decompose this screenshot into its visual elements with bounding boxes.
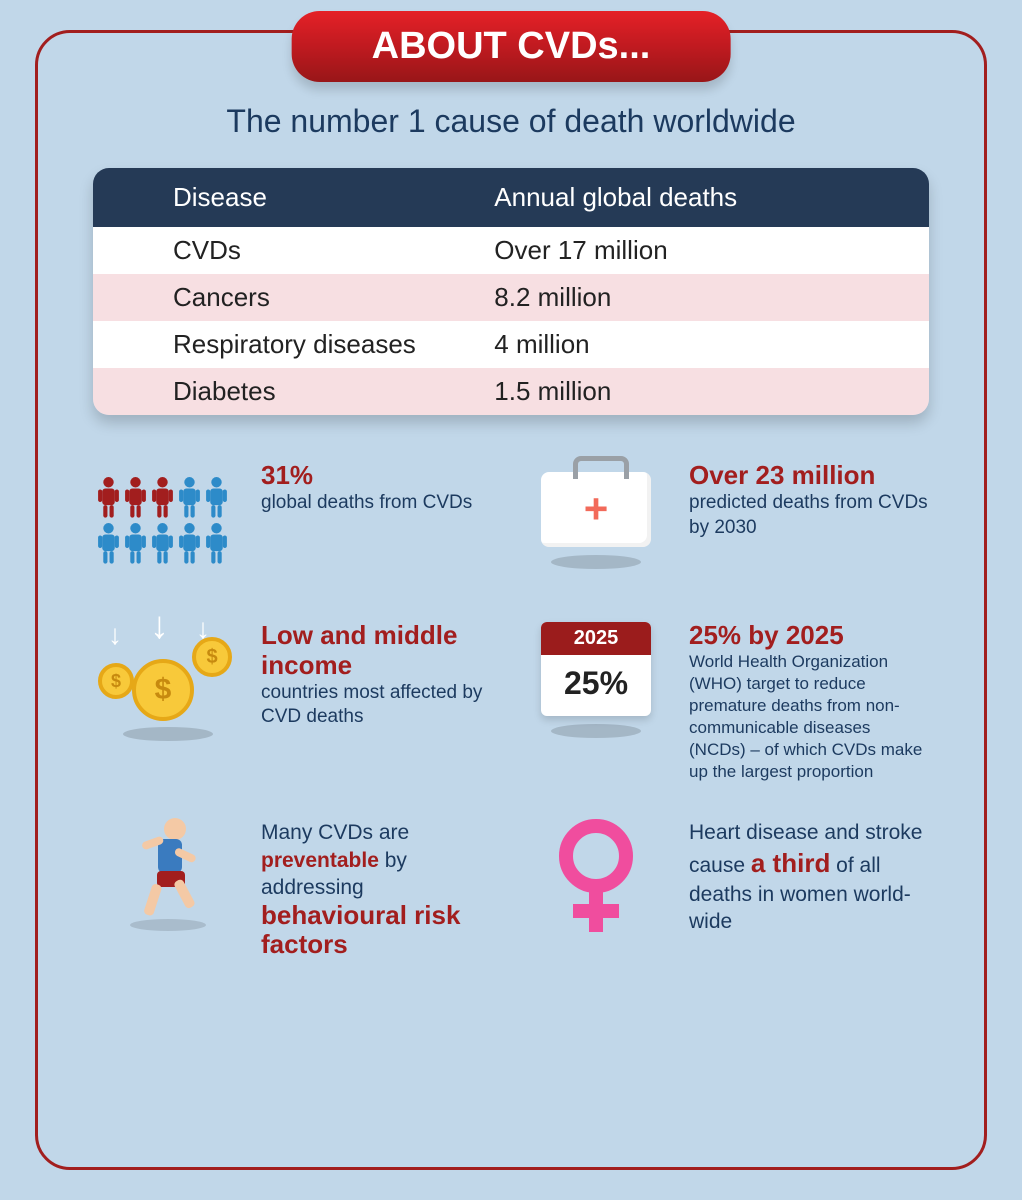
- title-text: ABOUT CVDs...: [372, 25, 651, 67]
- facts-grid: 31% global deaths from CVDs + Over 23 mi…: [38, 455, 984, 959]
- calendar-icon: 2025 25%: [521, 615, 671, 745]
- title-pill: ABOUT CVDs...: [292, 11, 731, 82]
- calendar-year: 2025: [541, 622, 651, 655]
- person-icon: [204, 522, 229, 564]
- fact-headline: 31%: [261, 461, 501, 491]
- subtitle: The number 1 cause of death worldwide: [38, 103, 984, 140]
- table-header: Disease Annual global deaths: [93, 168, 929, 227]
- runner-icon: [93, 813, 243, 933]
- deaths-table: Disease Annual global deaths CVDs Over 1…: [93, 168, 929, 415]
- main-panel: ABOUT CVDs... The number 1 cause of deat…: [35, 30, 987, 1170]
- table-row: Respiratory diseases 4 million: [93, 321, 929, 368]
- fact-headline: 25% by 2025: [689, 621, 929, 651]
- col-disease: Disease: [93, 182, 494, 213]
- table-row: Diabetes 1.5 million: [93, 368, 929, 415]
- female-symbol-icon: [521, 813, 671, 943]
- table-row: CVDs Over 17 million: [93, 227, 929, 274]
- person-icon: [123, 476, 148, 518]
- fact6-text: Heart disease and stroke cause a third o…: [689, 819, 929, 935]
- person-icon: [150, 522, 175, 564]
- fact5-text: Many CVDs are preventable by addressing: [261, 819, 501, 901]
- person-icon: [150, 476, 175, 518]
- fact-low-income: ↓ ↓ ↓ $ $ $ Low and middle income countr…: [93, 615, 501, 783]
- fact-sub: countries most affected by CVD deaths: [261, 681, 501, 730]
- fact-headline: Over 23 million: [689, 461, 929, 491]
- fact-headline: Low and middle income: [261, 621, 501, 681]
- person-icon: [96, 522, 121, 564]
- coins-icon: ↓ ↓ ↓ $ $ $: [93, 615, 243, 745]
- calendar-value: 25%: [541, 655, 651, 716]
- fact-preventable: Many CVDs are preventable by addressing …: [93, 813, 501, 958]
- medkit-icon: +: [521, 455, 671, 585]
- person-icon: [204, 476, 229, 518]
- fact-25-by-2025: 2025 25% 25% by 2025 World Health Organi…: [521, 615, 929, 783]
- fact-sub: predicted deaths from CVDs by 2030: [689, 491, 929, 540]
- fact-sub: global deaths from CVDs: [261, 491, 501, 516]
- table-row: Cancers 8.2 million: [93, 274, 929, 321]
- fact-women: Heart disease and stroke cause a third o…: [521, 813, 929, 958]
- fact-31-percent: 31% global deaths from CVDs: [93, 455, 501, 585]
- fact-sub: World Health Organization (WHO) target t…: [689, 651, 929, 784]
- person-icon: [177, 476, 202, 518]
- person-icon: [123, 522, 148, 564]
- people-icon: [93, 455, 243, 585]
- fact-23-million: + Over 23 million predicted deaths from …: [521, 455, 929, 585]
- person-icon: [177, 522, 202, 564]
- fact5-headline: behavioural risk factors: [261, 901, 501, 958]
- col-deaths: Annual global deaths: [494, 182, 929, 213]
- person-icon: [96, 476, 121, 518]
